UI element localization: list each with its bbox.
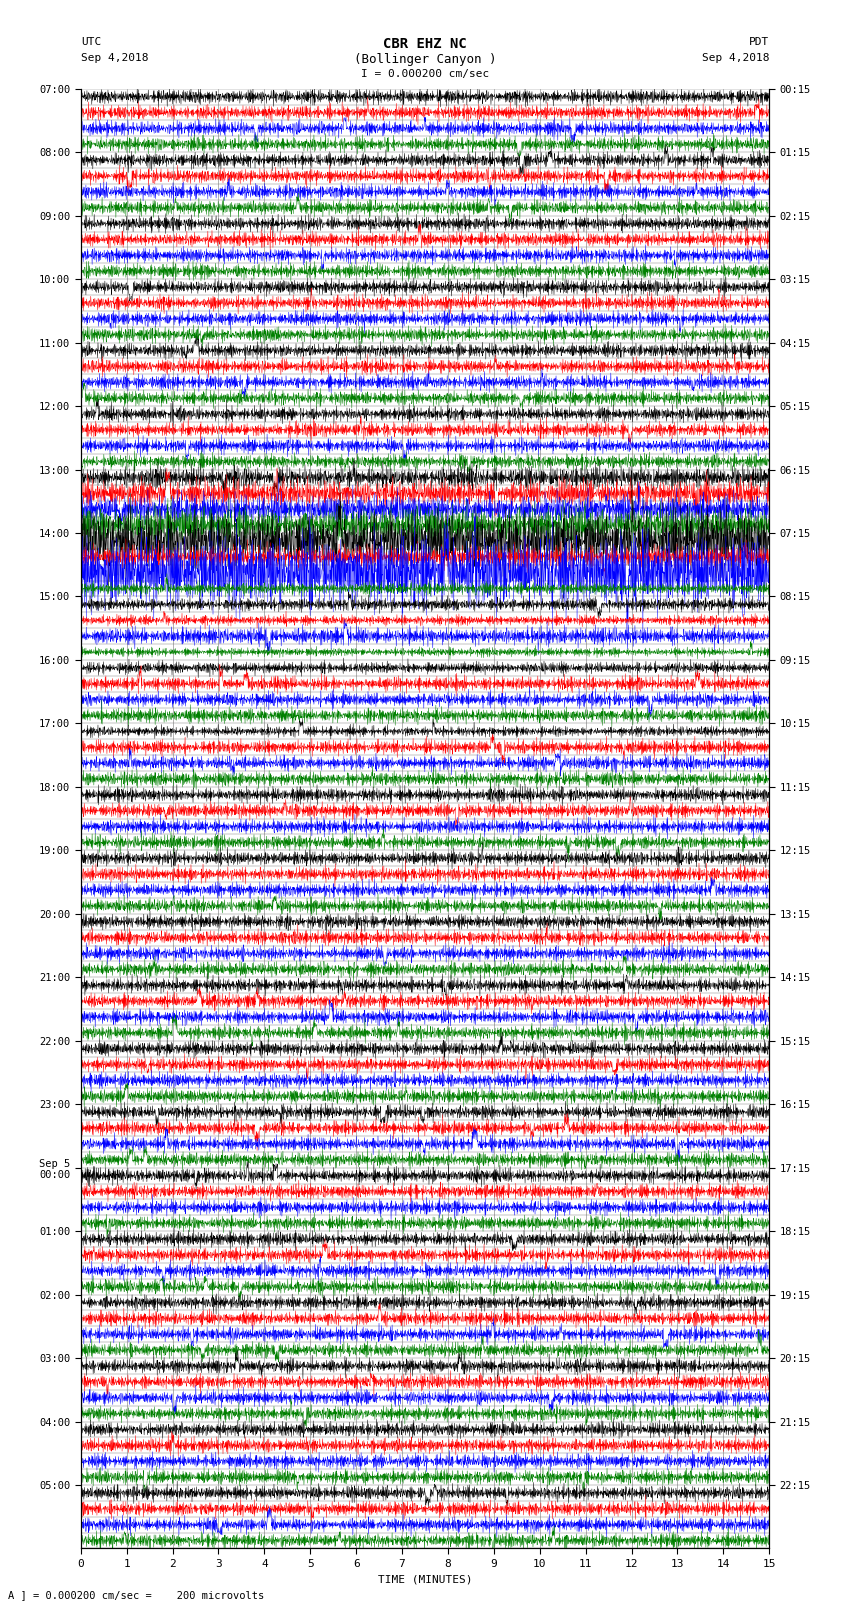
Text: (Bollinger Canyon ): (Bollinger Canyon ) xyxy=(354,53,496,66)
Text: UTC: UTC xyxy=(81,37,101,47)
Text: A ] = 0.000200 cm/sec =    200 microvolts: A ] = 0.000200 cm/sec = 200 microvolts xyxy=(8,1590,264,1600)
X-axis label: TIME (MINUTES): TIME (MINUTES) xyxy=(377,1574,473,1584)
Text: Sep 4,2018: Sep 4,2018 xyxy=(81,53,148,63)
Text: CBR EHZ NC: CBR EHZ NC xyxy=(383,37,467,52)
Text: Sep 4,2018: Sep 4,2018 xyxy=(702,53,769,63)
Text: I = 0.000200 cm/sec: I = 0.000200 cm/sec xyxy=(361,69,489,79)
Text: PDT: PDT xyxy=(749,37,769,47)
